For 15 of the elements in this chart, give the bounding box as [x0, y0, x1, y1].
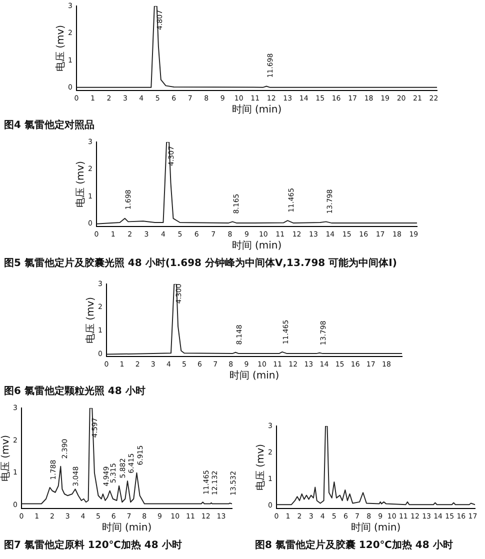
y-axis-title: 电压 (mv) — [84, 296, 97, 344]
text: 图4 氯雷他定对照品 — [4, 118, 96, 132]
x-axis-title: 时间 (min) — [232, 240, 282, 252]
x-axis-title: 时间 (min) — [229, 370, 280, 382]
text: 图7 氯雷他定原料 120℃加热 48 小时 — [4, 540, 182, 551]
text: 图5 氯雷他定片及胶囊光照 48 小时(1.698 分钟峰为中间体Ⅴ,13.798 可能为中间体Ⅰ) — [4, 256, 398, 270]
y-axis-title: 电压 (mv) — [74, 160, 87, 208]
x-axis-title: 时间 (min) — [102, 522, 152, 534]
y-axis-title: 电压 (mv) — [0, 434, 12, 482]
text: 图6 氯雷他定颗粒光照 48 小时 — [4, 384, 146, 398]
y-axis-title: 电压 (mv) — [54, 24, 67, 72]
y-axis-title: 电压 (mv) — [254, 444, 267, 491]
text: 图8 氯雷他定片及胶囊 120℃加热 48 小时 — [255, 538, 454, 552]
x-axis-title: 时间 (min) — [350, 522, 401, 534]
x-axis-title: 时间 (min) — [232, 104, 282, 116]
